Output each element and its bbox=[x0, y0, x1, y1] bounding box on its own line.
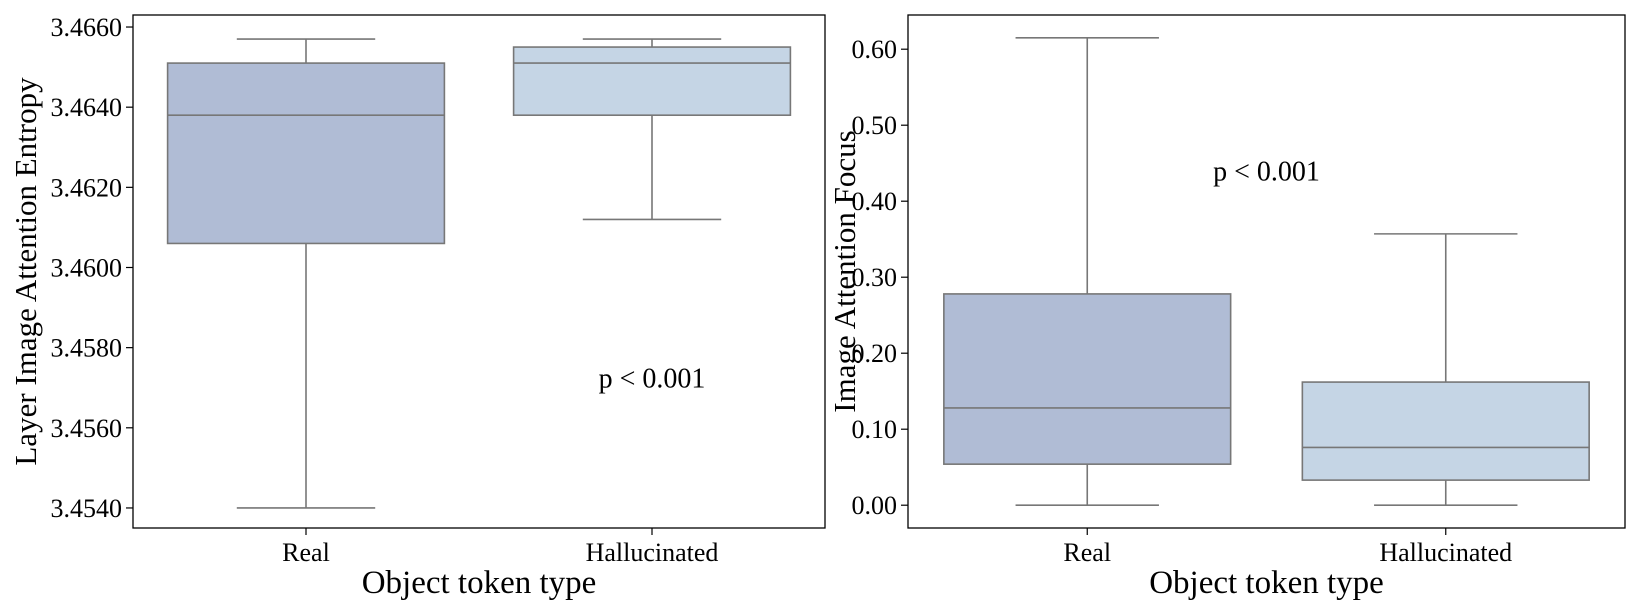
y-axis-label: Layer Image Attention Entropy bbox=[8, 77, 43, 466]
box-real bbox=[166, 38, 446, 509]
axes-frame bbox=[907, 14, 1626, 529]
y-tick-label: 3.4580 bbox=[51, 334, 123, 363]
y-tick-label: 0.60 bbox=[852, 35, 898, 64]
y-tick-label: 3.4600 bbox=[51, 253, 123, 282]
box-iqr bbox=[166, 62, 446, 245]
y-tick-label: 3.4640 bbox=[51, 93, 123, 122]
y-tick-label: 3.4620 bbox=[51, 173, 123, 202]
box-real bbox=[943, 36, 1232, 507]
chart-panel-2: 0.00 0.10 0.20 0.30 0.40 0.50 0.60 Real Hallucin… bbox=[827, 14, 1626, 601]
x-tick-label: Real bbox=[282, 538, 330, 567]
y-tick-label: 3.4540 bbox=[51, 494, 123, 523]
x-tick-label: Hallucinated bbox=[1379, 538, 1512, 567]
box-iqr bbox=[943, 293, 1232, 465]
p-value-annotation: p < 0.001 bbox=[1213, 157, 1320, 188]
y-tick-label: 0.10 bbox=[852, 415, 898, 444]
y-tick-label: 0.30 bbox=[852, 263, 898, 292]
y-tick-label: 3.4560 bbox=[51, 414, 123, 443]
box-iqr bbox=[1301, 381, 1590, 481]
p-value-annotation: p < 0.001 bbox=[599, 364, 706, 395]
box-hallucinated bbox=[512, 38, 792, 221]
y-tick-label: 0.50 bbox=[852, 111, 898, 140]
y-tick-label: 0.00 bbox=[852, 491, 898, 520]
x-tick-label: Hallucinated bbox=[586, 538, 719, 567]
box-iqr bbox=[512, 46, 792, 116]
y-axis-label: Image Attention Focus bbox=[827, 130, 862, 412]
x-axis-label: Object token type bbox=[362, 565, 597, 601]
y-tick-label: 0.20 bbox=[852, 339, 898, 368]
x-axis-label: Object token type bbox=[1149, 565, 1384, 601]
x-tick-label: Real bbox=[1063, 538, 1111, 567]
chart-panel-1: 3.4540 3.4560 3.4580 3.4600 3.4620 3.4640 3.46… bbox=[8, 13, 826, 601]
y-tick-label: 0.40 bbox=[852, 187, 898, 216]
box-hallucinated bbox=[1301, 233, 1590, 507]
axes-frame bbox=[132, 14, 826, 529]
y-tick-label: 3.4660 bbox=[51, 13, 123, 42]
